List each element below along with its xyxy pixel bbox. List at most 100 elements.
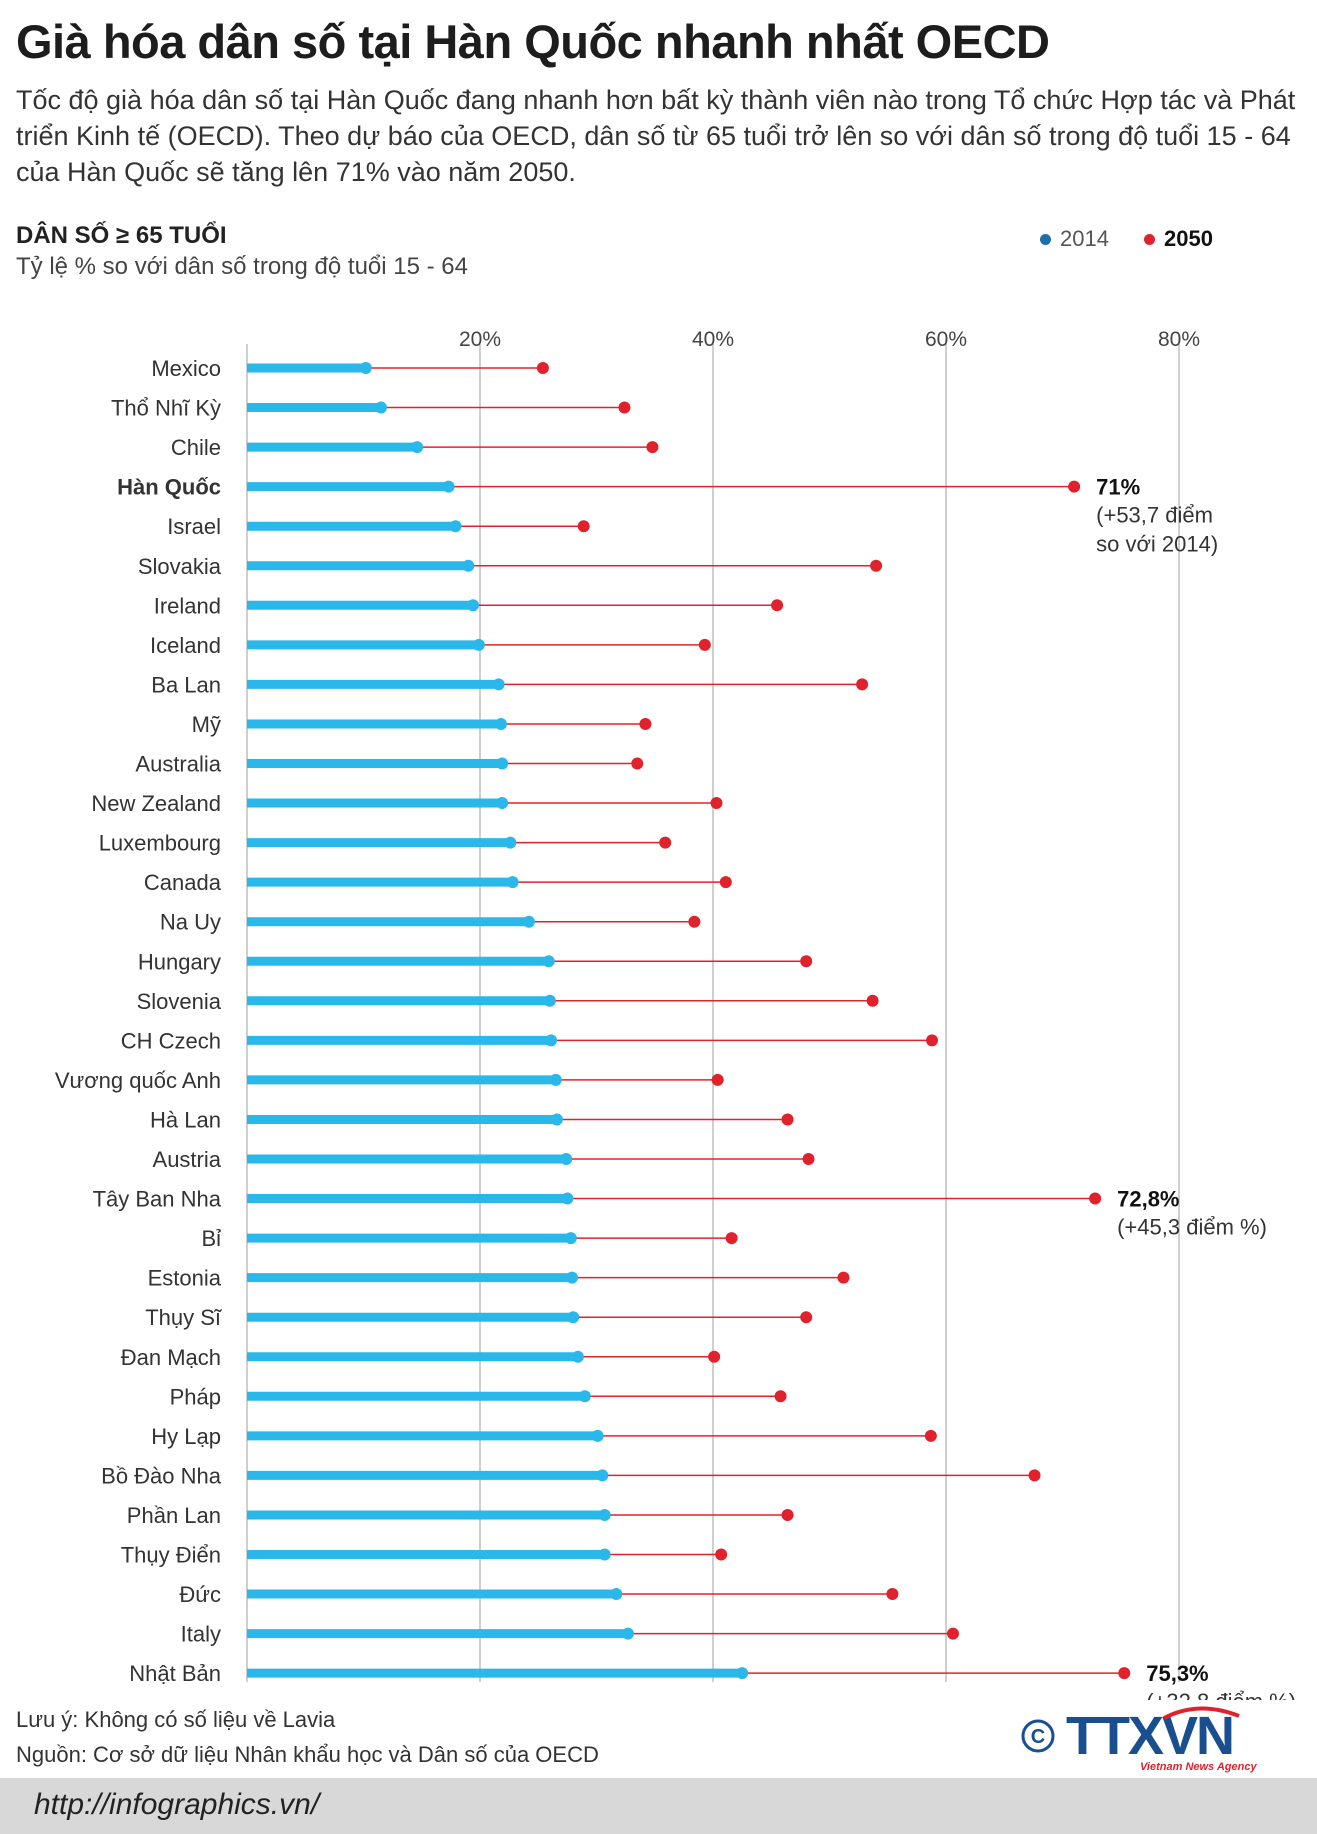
annotation-value: 72,8% xyxy=(1117,1187,1179,1212)
dot-2014 xyxy=(543,994,556,1007)
dot-2050 xyxy=(659,836,672,849)
country-label: Austria xyxy=(153,1147,222,1172)
dot-2050 xyxy=(1118,1667,1131,1680)
dot-2014 xyxy=(449,520,462,533)
dot-2050 xyxy=(646,441,659,454)
dumbbell-chart: 20% 40% 60% 80% Mexico Thổ Nhĩ Kỳ Chile Hàn Quố… xyxy=(55,328,1296,1700)
note-text: Lưu ý: Không có số liệu về Lavia xyxy=(16,1707,336,1732)
dot-2014 xyxy=(374,401,387,414)
dot-2014 xyxy=(549,1073,562,1086)
country-label: Đan Mạch xyxy=(121,1345,221,1370)
dot-2014 xyxy=(467,599,480,612)
annotation-note: (+45,3 điểm %) xyxy=(1117,1215,1267,1240)
dot-2014 xyxy=(504,836,517,849)
dot-2014 xyxy=(496,757,509,770)
dot-2050 xyxy=(802,1153,815,1165)
dot-2050 xyxy=(856,678,869,691)
dot-2050 xyxy=(866,994,879,1007)
country-label: Ireland xyxy=(154,593,221,618)
country-label: Nhật Bản xyxy=(129,1661,221,1686)
annotation-value: 75,3% xyxy=(1146,1661,1208,1686)
country-label: Na Uy xyxy=(160,910,221,935)
tick-label: 80% xyxy=(1158,328,1200,351)
logo-name: TTXVN xyxy=(1066,1706,1233,1766)
dot-2050 xyxy=(1068,480,1081,493)
annotation-value: 71% xyxy=(1096,475,1140,500)
tick-label: 40% xyxy=(692,328,734,351)
country-label: Hy Lạp xyxy=(151,1424,221,1449)
country-label: Canada xyxy=(144,870,222,895)
dot-2050 xyxy=(708,1350,721,1363)
dot-2050 xyxy=(837,1271,850,1284)
country-label: Vương quốc Anh xyxy=(55,1068,221,1093)
country-label: New Zealand xyxy=(91,791,221,816)
legend-dot-2014-icon xyxy=(1040,233,1051,245)
logo-swoosh-icon xyxy=(1163,1706,1240,1720)
dot-2014 xyxy=(596,1469,609,1482)
dot-2050 xyxy=(781,1508,794,1521)
chart-subtitle: Tỷ lệ % so với dân số trong độ tuổi 15 -… xyxy=(16,253,468,280)
dot-2014 xyxy=(566,1271,579,1284)
dot-2050 xyxy=(710,797,723,810)
source-text: Nguồn: Cơ sở dữ liệu Nhân khẩu học và Dâ… xyxy=(16,1742,599,1767)
dot-2050 xyxy=(577,520,590,533)
country-label: Tây Ban Nha xyxy=(93,1187,222,1212)
dot-2050 xyxy=(781,1113,794,1126)
dot-2050 xyxy=(800,955,813,968)
dot-2014 xyxy=(359,362,372,374)
dot-2050 xyxy=(800,1311,813,1324)
country-label: Phần Lan xyxy=(127,1503,221,1528)
dot-2014 xyxy=(610,1588,623,1601)
legend-label-2014: 2014 xyxy=(1060,226,1109,251)
dot-2014 xyxy=(567,1311,580,1324)
country-label: Đức xyxy=(179,1582,221,1607)
dot-2050 xyxy=(1028,1469,1041,1482)
dot-2050 xyxy=(1089,1192,1102,1205)
legend-label-2050: 2050 xyxy=(1164,226,1213,251)
footer-url: http://infographics.vn/ xyxy=(34,1788,320,1821)
dot-2050 xyxy=(774,1390,787,1403)
country-label: Australia xyxy=(135,752,221,777)
country-label: Italy xyxy=(181,1622,221,1647)
dot-2014 xyxy=(598,1548,611,1561)
footer-bar xyxy=(0,1778,1317,1834)
dot-2014 xyxy=(621,1627,634,1640)
copyright-circle-icon xyxy=(1021,1719,1055,1753)
chart-title: DÂN SỐ ≥ 65 TUỔI xyxy=(16,222,227,249)
dot-2050 xyxy=(688,915,701,928)
country-label: Israel xyxy=(167,514,221,539)
dot-2014 xyxy=(561,1192,574,1205)
country-label: Estonia xyxy=(148,1266,222,1291)
legend-dot-2050-icon xyxy=(1144,233,1155,245)
country-label: Bồ Đào Nha xyxy=(101,1463,222,1488)
ttxvn-logo: C TTXVN Vietnam News Agency xyxy=(1021,1706,1257,1773)
tick-label: 20% xyxy=(459,328,501,351)
annotation-note: (+53,7 điểm xyxy=(1096,503,1213,528)
legend-item-2014: 2014 xyxy=(1040,226,1109,252)
dot-2014 xyxy=(545,1034,558,1047)
country-label: Thụy Điển xyxy=(121,1543,221,1568)
logo-tagline: Vietnam News Agency xyxy=(1140,1761,1257,1773)
country-label: Hungary xyxy=(138,949,221,974)
dot-2014 xyxy=(492,678,505,691)
country-label: Ba Lan xyxy=(151,672,221,697)
country-label: Mexico xyxy=(151,356,221,381)
dot-2050 xyxy=(698,638,711,651)
page-title: Già hóa dân số tại Hàn Quốc nhanh nhất O… xyxy=(16,15,1050,68)
dot-2014 xyxy=(462,559,475,572)
dot-2014 xyxy=(411,441,424,454)
country-label: Iceland xyxy=(150,633,221,658)
dot-2014 xyxy=(598,1508,611,1521)
annotation-note: so với 2014) xyxy=(1096,532,1218,557)
dot-2050 xyxy=(870,559,883,572)
dot-2014 xyxy=(496,797,509,810)
country-label: Hà Lan xyxy=(150,1107,221,1132)
intro-paragraph: Tốc độ già hóa dân số tại Hàn Quốc đang … xyxy=(16,85,1296,187)
dot-2014 xyxy=(542,955,555,968)
dot-2014 xyxy=(442,480,455,493)
country-label: CH Czech xyxy=(121,1028,221,1053)
dot-2014 xyxy=(494,717,507,730)
country-label: Hàn Quốc xyxy=(117,475,221,500)
dot-2050 xyxy=(536,362,549,374)
annotation-note: (+32.8 điểm %) xyxy=(1146,1689,1296,1700)
